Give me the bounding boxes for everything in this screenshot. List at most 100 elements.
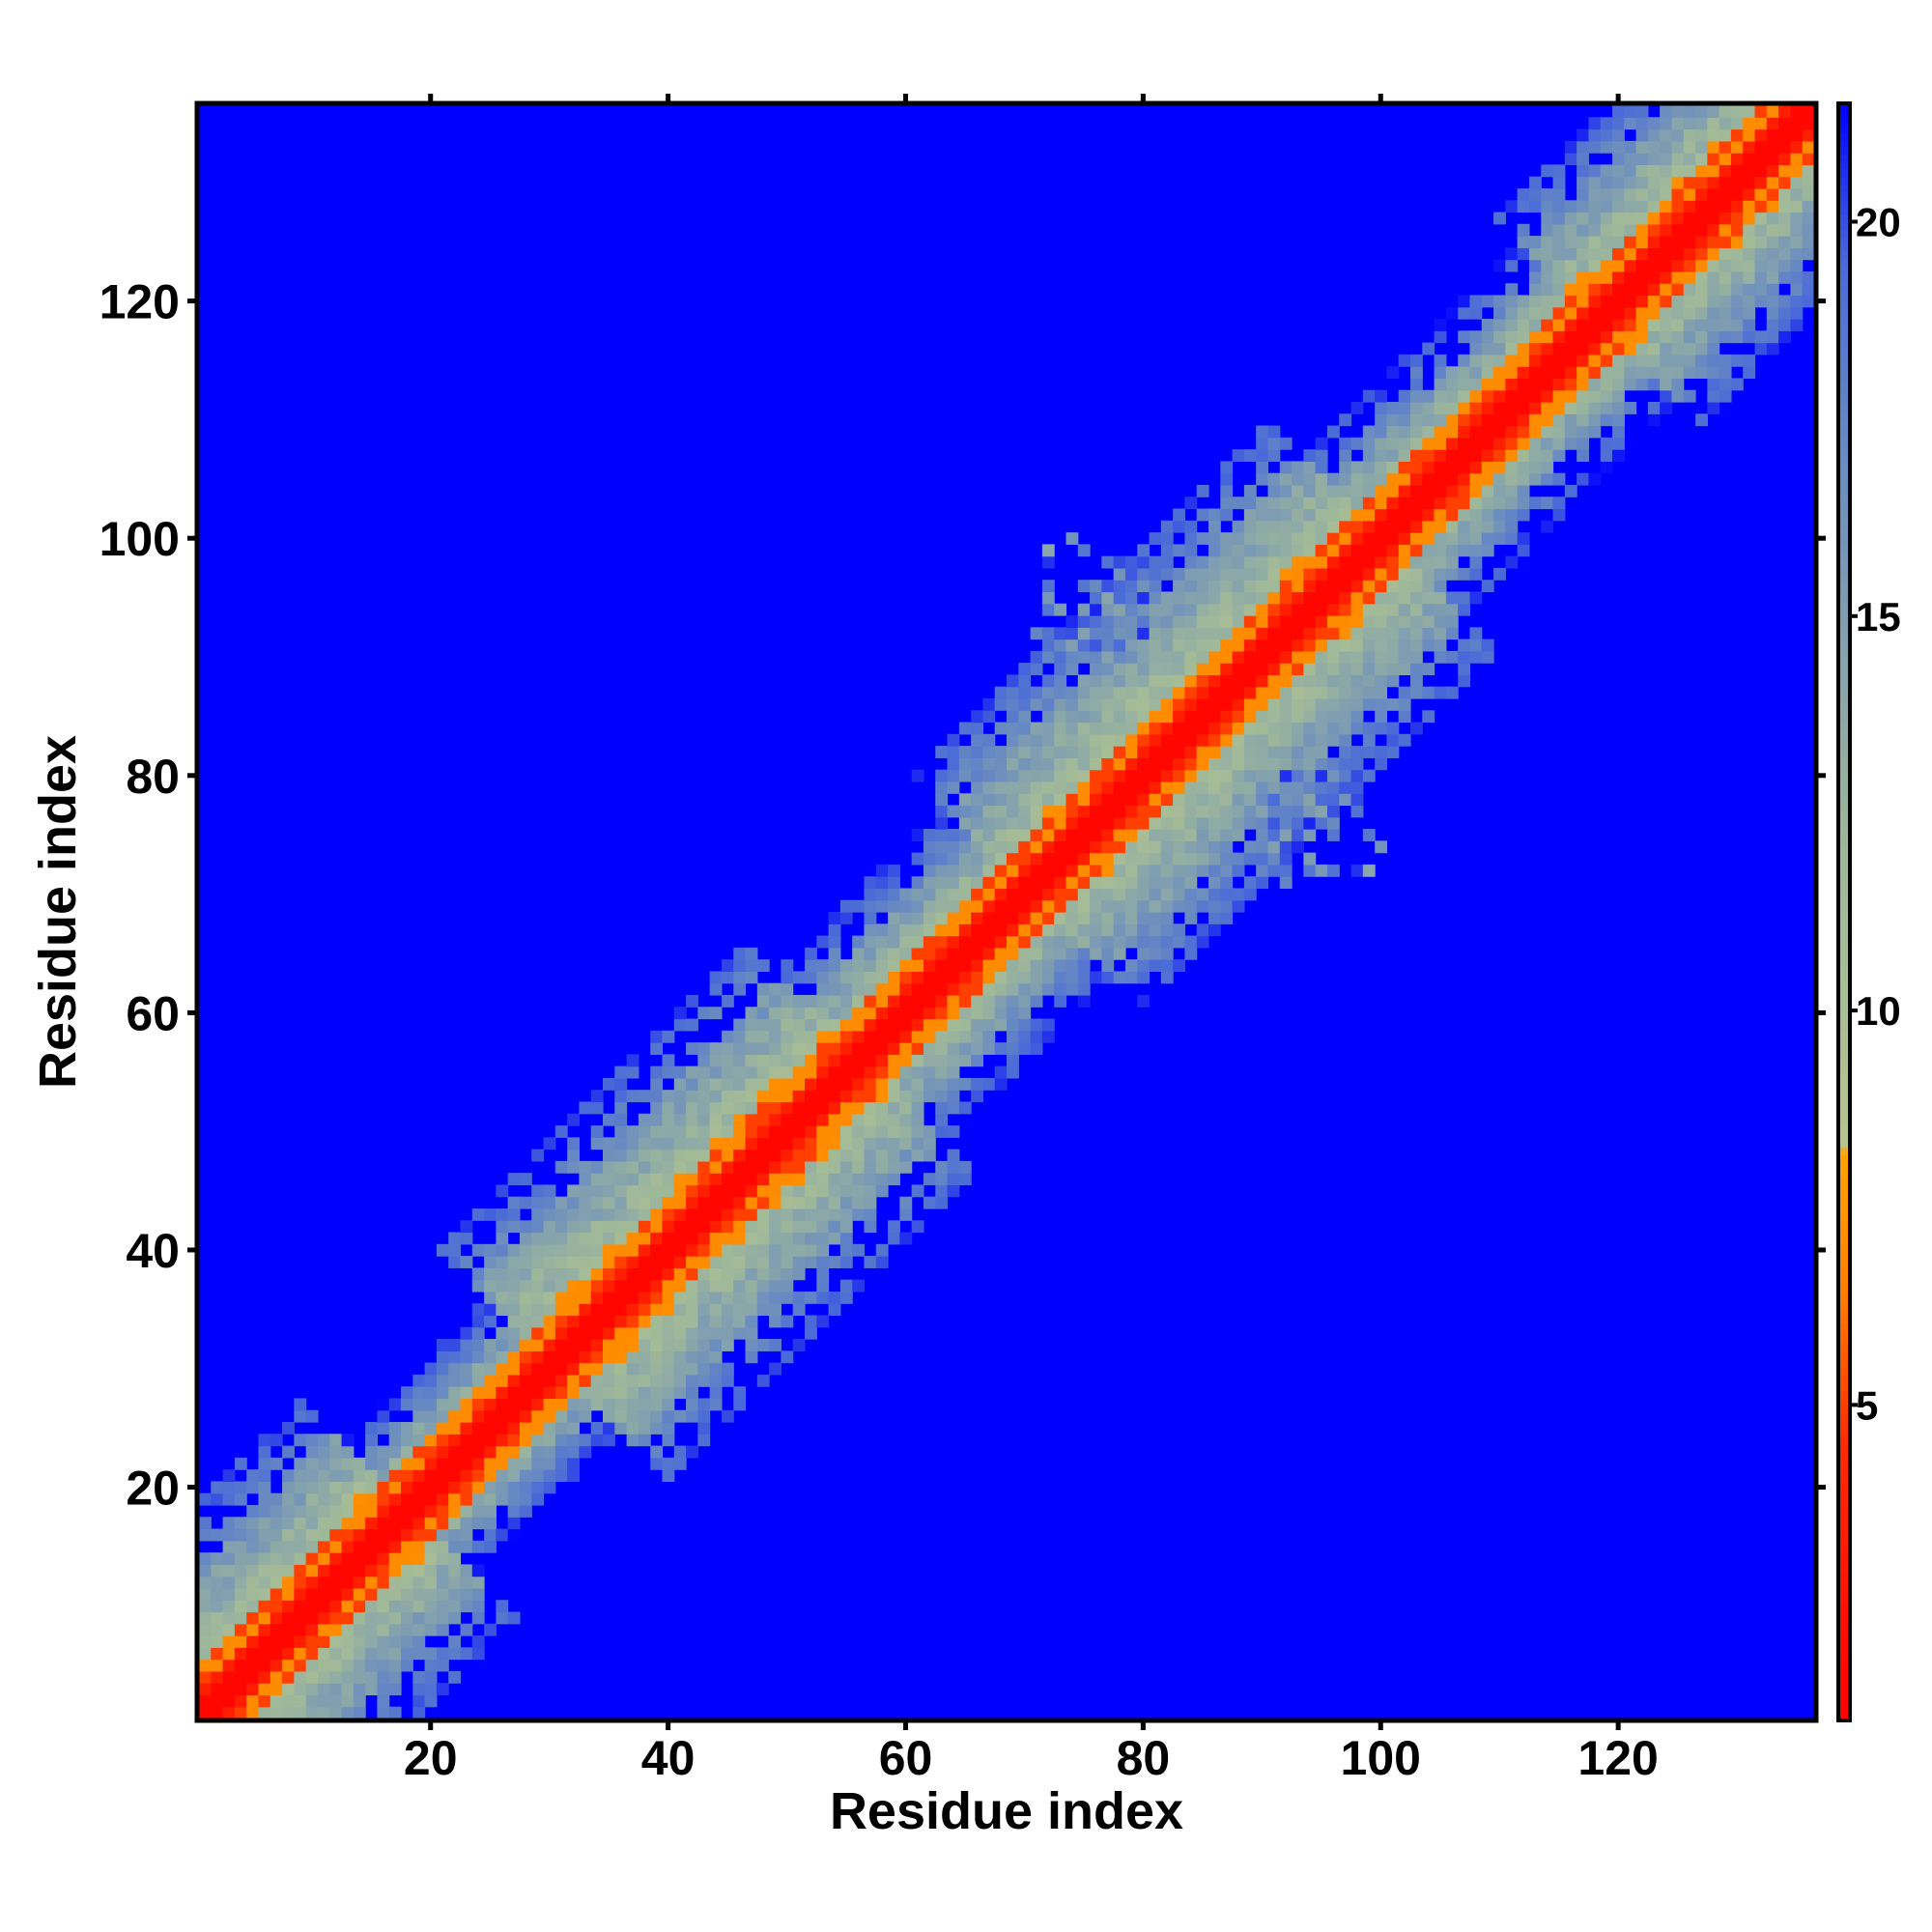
- heatmap-cell: [982, 757, 996, 771]
- heatmap-cell: [199, 1670, 212, 1684]
- heatmap-cell: [1564, 437, 1577, 450]
- heatmap-cell: [816, 1160, 830, 1174]
- heatmap-cell: [1481, 532, 1494, 545]
- heatmap-cell: [507, 1315, 521, 1328]
- heatmap-cell: [1160, 971, 1174, 984]
- colorbar-segment: [1838, 1118, 1850, 1126]
- colorbar-segment: [1838, 654, 1850, 664]
- heatmap-cell: [923, 876, 936, 890]
- heatmap-cell: [1315, 757, 1328, 771]
- heatmap-cell: [875, 1113, 889, 1126]
- heatmap-cell: [1707, 164, 1720, 178]
- heatmap-cell: [1683, 212, 1696, 225]
- heatmap-cell: [923, 852, 936, 866]
- heatmap-cell: [947, 899, 960, 913]
- heatmap-cell: [199, 1635, 212, 1648]
- heatmap-cell: [1196, 899, 1209, 913]
- heatmap-cell: [1647, 153, 1661, 165]
- heatmap-cell: [828, 1113, 841, 1126]
- heatmap-cell: [888, 1054, 900, 1067]
- heatmap-cell: [864, 1030, 877, 1043]
- heatmap-cell: [1528, 330, 1542, 344]
- heatmap-cell: [1577, 247, 1590, 261]
- heatmap-cell: [1564, 247, 1577, 261]
- colorbar-segment: [1838, 1330, 1850, 1340]
- colorbar-tick-label: 10: [1856, 988, 1901, 1034]
- heatmap-cell: [353, 1600, 366, 1613]
- heatmap-cell: [1624, 187, 1637, 201]
- heatmap-cell: [603, 1232, 615, 1245]
- heatmap-cell: [1683, 164, 1696, 178]
- heatmap-cell: [839, 1291, 853, 1304]
- heatmap-cell: [1577, 366, 1590, 380]
- heatmap-cell: [1517, 508, 1530, 522]
- heatmap-cell: [1149, 959, 1162, 972]
- heatmap-cell: [686, 1101, 698, 1115]
- heatmap-cell: [1386, 472, 1400, 486]
- heatmap-cell: [519, 1315, 532, 1328]
- heatmap-cell: [1030, 840, 1043, 854]
- heatmap-cell: [1375, 484, 1388, 497]
- heatmap-cell: [1339, 555, 1352, 569]
- heatmap-cell: [614, 1291, 628, 1304]
- heatmap-cell: [1256, 840, 1269, 854]
- heatmap-cell: [531, 1184, 545, 1198]
- heatmap-cell: [436, 1647, 449, 1661]
- heatmap-cell: [484, 1409, 497, 1423]
- heatmap-cell: [567, 1137, 581, 1151]
- heatmap-cell: [721, 1409, 734, 1423]
- heatmap-cell: [543, 1232, 556, 1245]
- heatmap-cell: [1350, 864, 1364, 877]
- heatmap-cell: [1707, 236, 1720, 248]
- heatmap-cell: [614, 1125, 628, 1138]
- heatmap-cell: [365, 1683, 379, 1696]
- heatmap-cell: [1113, 781, 1126, 794]
- heatmap-cell: [1505, 330, 1519, 344]
- heatmap-cell: [686, 1267, 698, 1281]
- heatmap-cell: [1160, 591, 1174, 605]
- heatmap-cell: [1208, 580, 1221, 593]
- heatmap-cell: [1101, 876, 1115, 890]
- heatmap-cell: [1137, 852, 1151, 866]
- heatmap-cell: [567, 1113, 581, 1126]
- heatmap-cell: [484, 1303, 497, 1317]
- heatmap-cell: [638, 1220, 651, 1234]
- heatmap-cell: [1612, 389, 1625, 403]
- heatmap-cell: [412, 1409, 426, 1423]
- colorbar-segment: [1838, 617, 1850, 627]
- heatmap-cell: [1113, 947, 1126, 960]
- heatmap-cell: [448, 1374, 462, 1387]
- heatmap-cell: [638, 1113, 651, 1126]
- colorbar-segment: [1838, 1360, 1850, 1369]
- colorbar-segment: [1838, 1029, 1850, 1038]
- heatmap-cell: [1695, 366, 1708, 380]
- heatmap-cell: [947, 1018, 960, 1032]
- heatmap-cell: [305, 1540, 319, 1553]
- heatmap-cell: [1375, 757, 1388, 771]
- heatmap-cell: [1243, 781, 1257, 794]
- heatmap-cell: [258, 1635, 271, 1648]
- heatmap-cell: [1552, 259, 1566, 272]
- heatmap-cell: [1730, 283, 1744, 297]
- heatmap-cell: [1077, 580, 1091, 593]
- heatmap-cell: [484, 1623, 497, 1636]
- heatmap-cell: [460, 1564, 473, 1577]
- heatmap-cell: [448, 1504, 462, 1518]
- heatmap-cell: [935, 923, 949, 937]
- heatmap-cell: [1362, 461, 1376, 474]
- heatmap-cell: [294, 1659, 307, 1672]
- heatmap-cell: [1018, 1007, 1032, 1020]
- heatmap-cell: [1054, 994, 1067, 1008]
- heatmap-cell: [282, 1422, 295, 1435]
- heatmap-cell: [199, 1528, 212, 1542]
- heatmap-cell: [1041, 603, 1055, 616]
- heatmap-cell: [721, 1125, 734, 1138]
- heatmap-cell: [1208, 888, 1221, 901]
- heatmap-cell: [1090, 650, 1102, 664]
- heatmap-cell: [1707, 342, 1720, 355]
- heatmap-cell: [1422, 520, 1435, 533]
- heatmap-cell: [507, 1469, 521, 1483]
- heatmap-cell: [1196, 686, 1209, 699]
- heatmap-cell: [1303, 769, 1317, 782]
- heatmap-cell: [1303, 746, 1317, 758]
